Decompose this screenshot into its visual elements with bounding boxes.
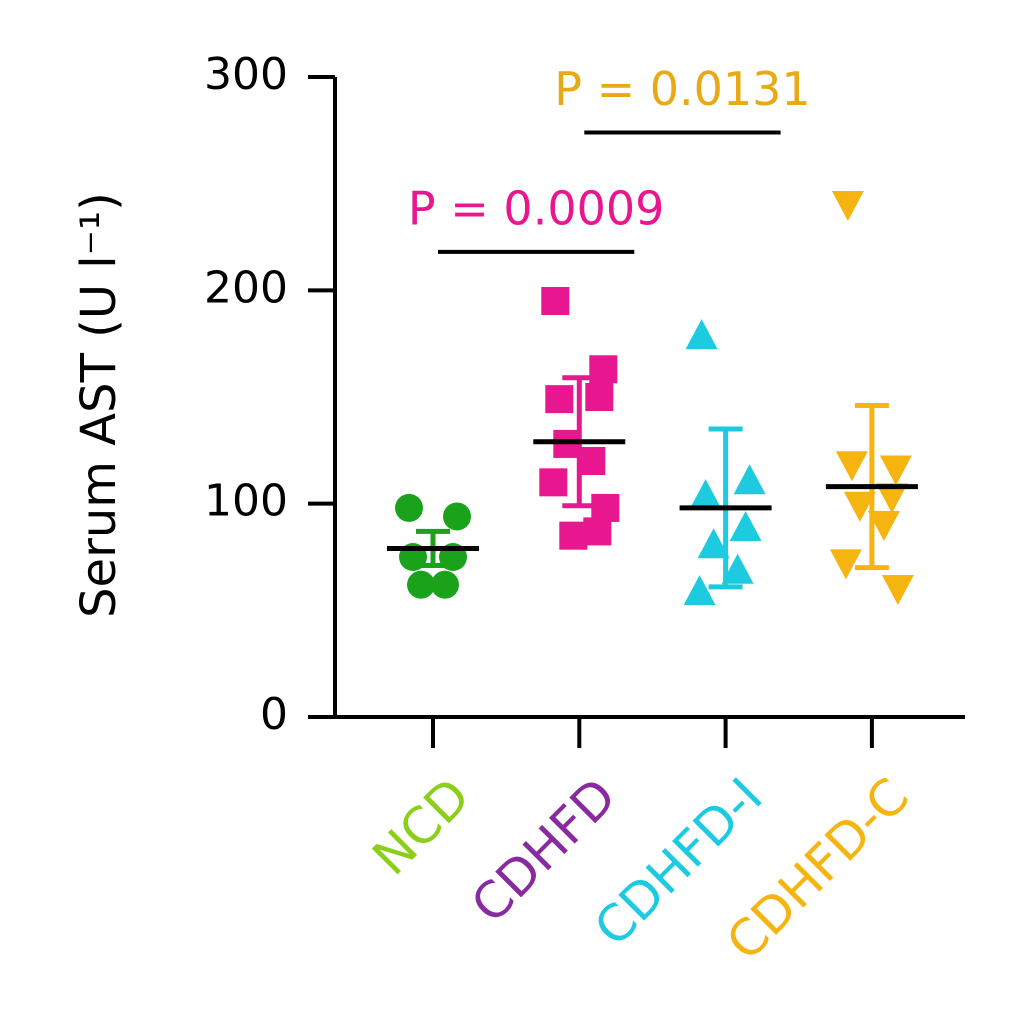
data-point (733, 464, 766, 495)
data-point (729, 511, 762, 542)
data-point (835, 451, 868, 482)
data-point (683, 575, 716, 606)
data-point (697, 528, 730, 559)
data-point (545, 385, 574, 414)
x-tick-label: NCD (362, 767, 481, 886)
y-tick-label: 200 (204, 262, 288, 313)
data-point (829, 549, 862, 580)
data-point (881, 575, 914, 605)
data-point (685, 319, 718, 350)
data-point (541, 287, 570, 315)
data-point (875, 483, 908, 514)
y-tick-label: 300 (204, 49, 288, 100)
data-point (831, 191, 864, 221)
data-point (721, 553, 754, 584)
y-tick-label: 0 (260, 689, 288, 740)
data-point (407, 570, 435, 599)
data-point (431, 570, 459, 599)
y-tick-label: 100 (204, 476, 288, 527)
data-point (559, 521, 588, 550)
data-point (539, 468, 568, 497)
data-point (583, 517, 612, 546)
data-point (395, 493, 423, 522)
y-axis-label: Serum AST (U l⁻¹) (71, 192, 127, 618)
data-point (689, 479, 722, 510)
data-point (879, 455, 912, 486)
data-point (585, 383, 614, 411)
data-point (843, 491, 876, 522)
p-value-label: P = 0.0009 (408, 181, 664, 235)
data-point (577, 447, 606, 475)
data-point (867, 511, 900, 541)
data-point (443, 502, 471, 531)
p-value-label: P = 0.0131 (554, 62, 810, 116)
